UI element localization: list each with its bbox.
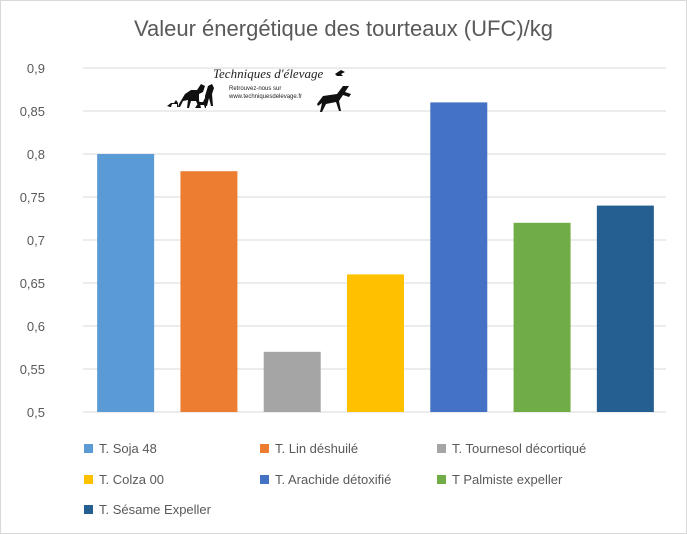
bar xyxy=(180,171,238,412)
bar xyxy=(97,154,155,412)
y-tick-label: 0,85 xyxy=(20,104,45,119)
legend-label: T. Sésame Expeller xyxy=(99,502,211,517)
y-tick-label: 0,6 xyxy=(27,319,45,334)
legend-swatch xyxy=(260,475,269,484)
y-tick-label: 0,65 xyxy=(20,276,45,291)
legend-item: T. Sésame Expeller xyxy=(84,502,211,517)
watermark-logo: Techniques d'élevage Retrouvez-nous sur … xyxy=(165,66,360,116)
legend-swatch xyxy=(84,475,93,484)
chart-title: Valeur énergétique des tourteaux (UFC)/k… xyxy=(133,16,554,41)
watermark-line2: www.techniquesdelevage.fr xyxy=(229,94,303,100)
y-tick-label: 0,75 xyxy=(20,190,45,205)
legend-item: T. Arachide détoxifié xyxy=(260,472,391,487)
bar xyxy=(263,351,321,412)
legend-item: T. Colza 00 xyxy=(84,472,164,487)
y-tick-label: 0,8 xyxy=(27,147,45,162)
legend-swatch xyxy=(84,505,93,514)
legend-item: T Palmiste expeller xyxy=(437,472,562,487)
legend-item: T. Tournesol décortiqué xyxy=(437,441,586,456)
bar xyxy=(347,274,404,412)
y-tick-label: 0,5 xyxy=(27,405,45,420)
animals-silhouette-icon xyxy=(167,70,351,112)
bar xyxy=(596,205,654,412)
legend-swatch xyxy=(437,475,446,484)
legend-label: T. Lin déshuilé xyxy=(275,441,359,456)
y-tick-label: 0,9 xyxy=(27,61,45,76)
legend-item: T. Soja 48 xyxy=(84,441,157,456)
legend-label: T Palmiste expeller xyxy=(452,472,563,487)
legend-swatch xyxy=(437,444,446,453)
legend-item: T. Lin déshuilé xyxy=(260,441,358,456)
bar xyxy=(513,222,571,412)
legend-swatch xyxy=(84,444,93,453)
bar xyxy=(430,102,488,413)
legend-label: T. Tournesol décortiqué xyxy=(452,441,587,456)
y-tick-label: 0,7 xyxy=(27,233,45,248)
legend-label: T. Colza 00 xyxy=(99,472,165,487)
legend-label: T. Soja 48 xyxy=(99,441,157,456)
watermark-title: Techniques d'élevage xyxy=(213,66,324,81)
y-tick-label: 0,55 xyxy=(20,362,45,377)
legend-label: T. Arachide détoxifié xyxy=(275,472,392,487)
watermark-line1: Retrouvez-nous sur xyxy=(229,86,282,92)
legend-swatch xyxy=(260,444,269,453)
